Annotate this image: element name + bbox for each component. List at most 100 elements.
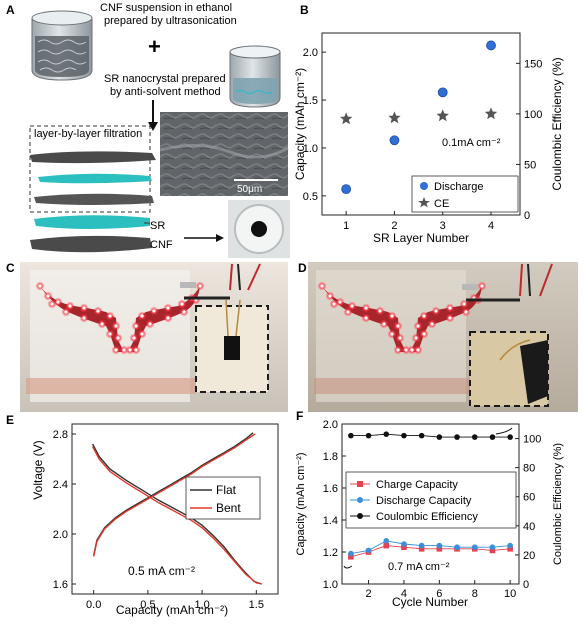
led-dot	[116, 336, 120, 340]
led-dot	[346, 310, 350, 314]
chart-e-xtick-label: 0.5	[140, 599, 155, 611]
led-dot	[108, 314, 112, 318]
chart-f-xtick-label: 10	[504, 588, 516, 600]
chart-b-discharge-point	[486, 40, 496, 51]
led-dot	[134, 348, 138, 352]
panel-a-letter: A	[6, 3, 15, 17]
film-photo	[228, 200, 290, 258]
chart-e-ylabel: Voltage (V)	[31, 440, 45, 499]
sr-beaker-illustration	[229, 45, 281, 108]
chart-f-right-axis-arrow	[495, 427, 513, 435]
led-dot	[198, 284, 202, 288]
chart-f-coulombic-efficiency-point	[436, 434, 443, 440]
chart-e-legend: Flat Bent	[185, 476, 261, 520]
cnf-layer-label: CNF	[150, 239, 173, 251]
chart-f-coulombic-efficiency-point	[365, 432, 372, 439]
chart-f-discharge-capacity-line	[350, 540, 511, 555]
chart-f-discharge-capacity-point	[507, 542, 513, 549]
led-dot	[382, 322, 386, 326]
chart-b-ytick-label: 1.5	[303, 95, 318, 107]
chart-b-xtick-label: 2	[391, 220, 397, 232]
chart-b-discharge-point	[437, 87, 448, 98]
chart-b-ce-point	[388, 111, 401, 124]
chart-f-charge-capacity-point	[348, 554, 354, 560]
panel-e-letter: E	[6, 413, 14, 427]
led-dot	[152, 309, 156, 313]
led-dot	[56, 300, 60, 304]
panel-d: D	[298, 261, 578, 412]
legend-discharge-capacity-label: Discharge Capacity	[376, 495, 472, 507]
battery-cell-flat	[224, 336, 240, 360]
chart-f-ytick-label: 1.4	[323, 515, 338, 527]
chart-f-y2tick-label: 40	[523, 521, 535, 533]
chart-b-ce-point	[436, 109, 449, 122]
legend-bent-label: Bent	[216, 501, 241, 515]
chart-b-annotation: 0.1mA cm⁻²	[442, 137, 501, 149]
chart-f-ytick-label: 1.0	[323, 579, 338, 591]
legend-charge-label: Charge Capacity	[376, 479, 458, 491]
chart-b-discharge-point	[341, 184, 352, 195]
legend-discharge-marker	[420, 182, 428, 190]
legend-discharge-capacity-marker	[357, 497, 363, 503]
chart-b-xtick-label: 3	[440, 220, 446, 232]
led-dot	[114, 348, 118, 352]
led-dot	[422, 314, 426, 318]
chart-e-annotation: 0.5 mA cm⁻²	[128, 564, 195, 578]
chart-f-xtick-label: 6	[436, 588, 442, 600]
chart-f-left-axis-arrow	[343, 565, 353, 569]
chart-f-charge-capacity-point	[489, 547, 496, 554]
chart-f-charge-capacity-line	[350, 545, 511, 558]
panel-c: C	[6, 261, 288, 412]
led-dot	[448, 306, 452, 310]
led-dot	[410, 348, 414, 352]
chart-f-plot: 2 4 6 8 10 1.0 1.2 1.4 1.6 1.8 2.0 0 20 40 60 80 100	[323, 419, 542, 600]
chart-f-y2tick-label: 0	[523, 579, 529, 591]
chart-f-coulombic-efficiency-point	[454, 434, 460, 440]
legend-ce-f-marker	[357, 513, 363, 519]
led-array-bent	[317, 281, 487, 355]
scale-bar-label: 50μm	[237, 184, 262, 195]
chart-f-charge-capacity-point	[418, 546, 425, 552]
led-dot	[320, 284, 324, 288]
chart-f-y2tick-label: 60	[523, 492, 535, 504]
cnf-description-line2: prepared by ultrasonication	[104, 15, 237, 27]
chart-f-coulombic-efficiency-point	[489, 434, 496, 440]
cnf-description-line1: CNF suspension in ethanol	[100, 2, 232, 14]
chart-f-discharge-capacity-point	[489, 544, 496, 550]
chart-f-frame	[341, 423, 520, 585]
chart-f-discharge-capacity-point	[436, 542, 443, 549]
led-dot	[422, 332, 426, 336]
panel-b-letter: B	[300, 3, 309, 17]
chart-f-xtick-label: 2	[365, 588, 371, 600]
chart-f-coulombic-efficiency-point	[507, 434, 513, 440]
cnf-beaker-illustration	[31, 10, 93, 81]
chart-f-y2tick-label: 20	[523, 550, 535, 562]
legend-flat-label: Flat	[216, 483, 237, 497]
chart-f-discharge-capacity-point	[471, 544, 478, 550]
chart-e-bent-curve	[93, 433, 256, 557]
chart-b-frame	[321, 32, 521, 216]
led-dot	[128, 348, 132, 352]
led-dot	[434, 309, 438, 313]
chart-f-y2tick-label: 100	[523, 434, 541, 446]
led-dot	[166, 316, 170, 320]
led-dot	[46, 294, 50, 298]
led-dot	[462, 302, 466, 306]
led-dot	[82, 306, 86, 310]
sr-description-line1: SR nanocrystal prepared	[104, 73, 226, 85]
chart-b-ytick-label: 2.0	[303, 47, 318, 59]
chart-e-frame	[71, 423, 279, 595]
led-dot	[100, 322, 104, 326]
chart-e-ytick-label: 2.0	[53, 529, 68, 541]
led-dot	[180, 302, 184, 306]
chart-f-coulombic-efficiency-point	[383, 431, 390, 437]
panel-b: B 1 2 3 4 0.5 1.0 1.5 2.0 0 50 100 150 SR Layer Num…	[293, 3, 564, 245]
chart-b-xtick-label: 1	[343, 220, 349, 232]
chart-f-xlabel: Cycle Number	[392, 595, 468, 609]
chart-f-ytick-label: 2.0	[323, 419, 338, 431]
led-dot	[364, 306, 368, 310]
chart-b-ytick-label: 0.5	[303, 191, 318, 203]
legend-ce-f-label: Coulombic Efficiency	[376, 511, 478, 523]
led-dot	[464, 310, 468, 314]
chart-f-ylabel: Capacity (mAh cm⁻²)	[295, 453, 307, 556]
